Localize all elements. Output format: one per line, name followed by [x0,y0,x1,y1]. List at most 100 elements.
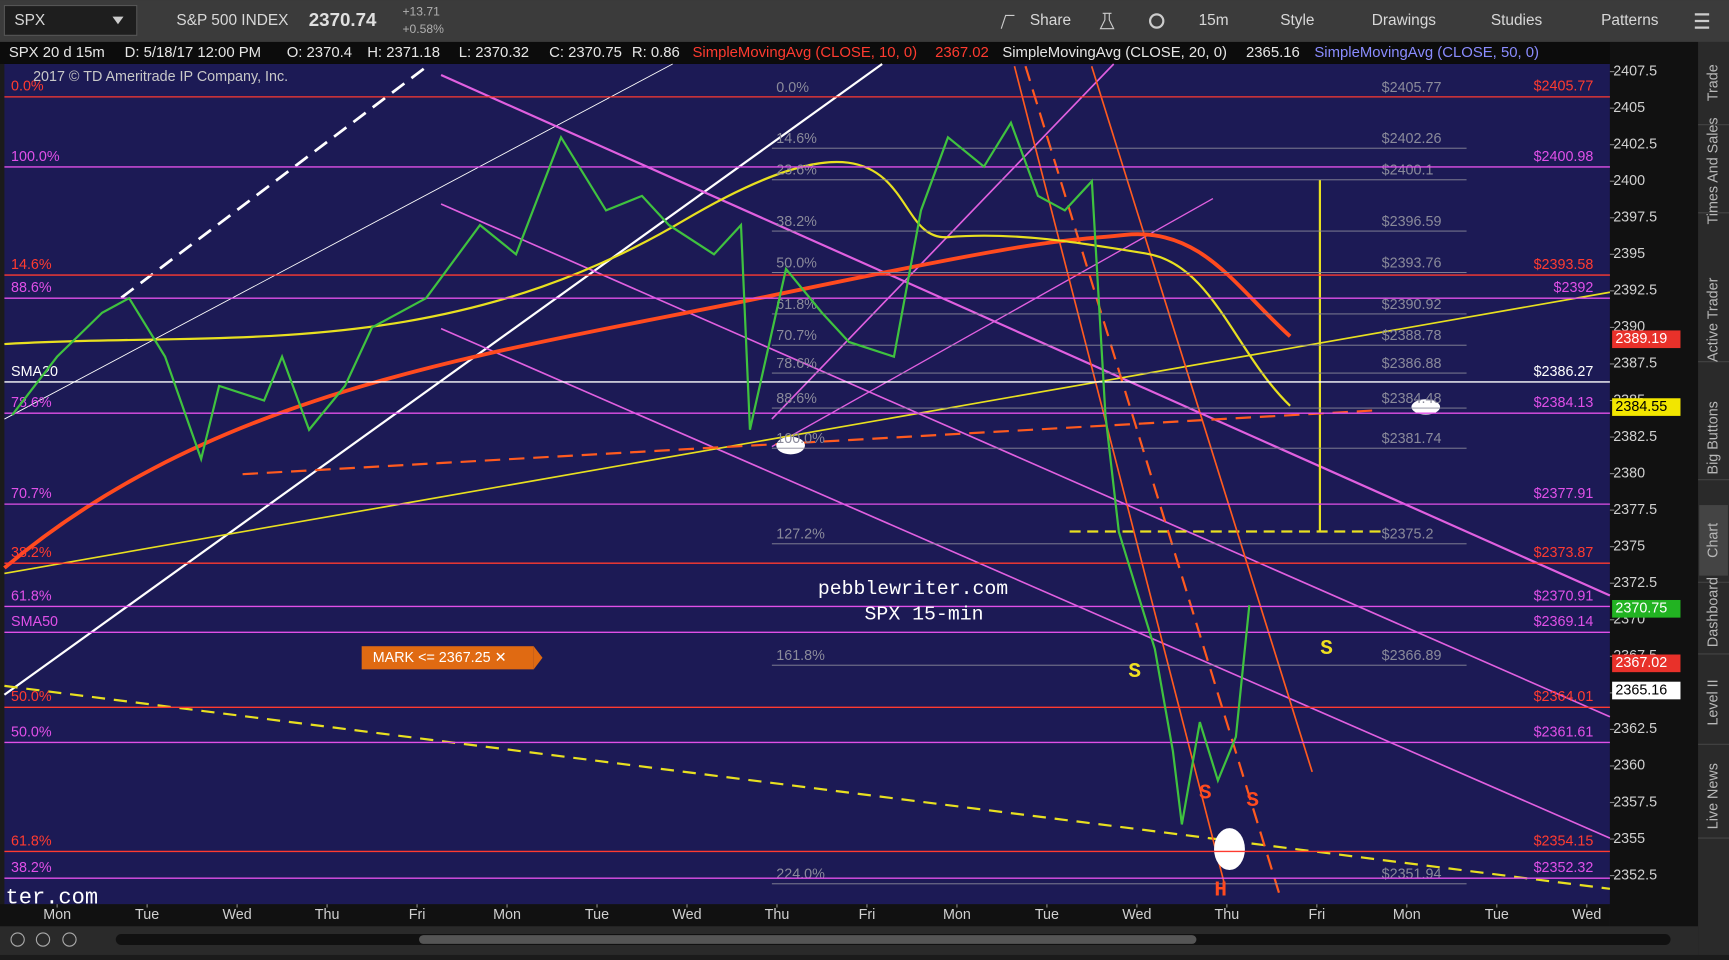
side-tab[interactable]: Times And Sales [1705,117,1721,224]
instrument-name: S&P 500 INDEX [176,12,288,29]
price-axis [1609,41,1699,927]
y-tick-label: 2380 [1613,465,1645,481]
price-alert-tip [533,646,543,670]
gear-icon[interactable] [1148,13,1165,29]
x-tick-label: Mon [943,907,971,923]
info-bar [0,41,1610,64]
watermark: SPX 15-min [865,602,984,625]
fib-pct: 127.2% [776,527,825,543]
range: R: 0.86 [632,45,680,61]
side-tab[interactable]: Chart [1705,523,1721,558]
yellow-trend [4,291,1611,575]
level-label: 88.6% [11,280,52,296]
x-tick-label: Tue [585,907,609,923]
share-button[interactable]: Share [1030,12,1071,29]
fib-price: $2386.88 [1382,356,1442,372]
price-alert-label[interactable]: MARK <= 2367.25 ✕ [373,650,507,666]
price-alert[interactable] [361,646,534,670]
share-icon[interactable] [1000,14,1015,29]
marker-oval [1214,828,1245,871]
price-box-label: 2370.75 [1615,601,1667,617]
patterns-button[interactable]: Patterns [1601,12,1659,29]
scroll-thumb[interactable] [419,935,1197,944]
fib-price: $2388.78 [1382,328,1442,344]
pct-change: +0.58% [402,22,444,36]
level-price: $2392 [1554,280,1594,296]
price-box-label: 2389.19 [1615,331,1667,347]
marker-oval [776,436,805,455]
menu-icon[interactable] [1694,13,1710,29]
level-label: 14.6% [11,257,52,273]
zoom-out-button[interactable] [62,932,77,947]
level-price: $2352.32 [1534,860,1594,876]
x-tick-label: Thu [1215,907,1240,923]
y-tick-label: 2387.5 [1613,356,1657,372]
fib-price: $2405.77 [1382,80,1442,96]
time-axis [0,904,1610,927]
flask-icon[interactable] [1099,12,1115,30]
side-tab[interactable]: Active Trader [1705,277,1721,362]
level-price: $2369.14 [1534,614,1594,630]
fib-price: $2402.26 [1382,131,1442,147]
price-plot: 2352.523552357.523602362.523652367.52370… [4,63,1681,923]
fib-price: $2351.94 [1382,867,1442,883]
level-label: 100.0% [11,149,60,165]
fib-price: $2396.59 [1382,214,1442,230]
level-price: $2373.87 [1534,545,1594,561]
x-tick-label: Fri [409,907,426,923]
fib-price: $2393.76 [1382,255,1442,271]
level-price: $2377.91 [1534,486,1594,502]
price-box [1612,654,1681,673]
side-tab[interactable]: Big Buttons [1705,401,1721,474]
level-label: 50.0% [11,724,52,740]
x-tick-label: Tue [135,907,159,923]
y-tick-label: 2405 [1613,100,1645,116]
pattern-label: S [1199,782,1212,805]
style-button[interactable]: Style [1280,12,1314,29]
zoom-in-button[interactable] [35,932,51,947]
fib-price: $2366.89 [1382,648,1442,664]
y-tick-label: 2397.5 [1613,210,1657,226]
fib-pct: 23.6% [776,163,817,179]
price-line [11,120,1251,825]
level-label: SMA20 [11,364,58,380]
zoom-button[interactable] [10,932,25,947]
x-tick-label: Wed [672,907,701,923]
watermark: pebblewriter.com [818,577,1008,600]
fib-pct: 88.6% [776,391,817,407]
fib-pct: 100.0% [776,431,825,447]
y-tick-label: 2395 [1613,246,1645,262]
low: L: 2370.32 [459,45,529,61]
side-tab[interactable]: Trade [1705,64,1721,101]
sma50-curve [3,232,1292,570]
trend-line [4,63,673,420]
trend-line [120,62,431,299]
symbol-box[interactable] [3,5,138,36]
last-price: 2370.74 [309,9,377,30]
side-tab[interactable]: Dashboard [1705,577,1721,647]
x-tick-label: Fri [1308,907,1325,923]
studies-button[interactable]: Studies [1491,12,1543,29]
sma10-label: SimpleMovingAvg (CLOSE, 10, 0) [692,45,917,61]
side-tab[interactable]: Level II [1705,679,1721,725]
side-tab[interactable]: Live News [1705,763,1721,829]
dropdown-arrow[interactable] [112,16,124,25]
fib-pct: 70.7% [776,328,817,344]
symbol[interactable]: SPX [14,12,45,29]
copyright: 2017 © TD Ameritrade IP Company, Inc. [33,69,288,85]
level-price: $2384.13 [1534,395,1594,411]
sma20-label: SimpleMovingAvg (CLOSE, 20, 0) [1002,45,1227,61]
timeframe-button[interactable]: 15m [1199,12,1229,29]
level-label: 0.0% [11,79,44,95]
level-label: 61.8% [11,833,52,849]
sma10-value: 2367.02 [935,45,989,61]
drawings-button[interactable]: Drawings [1372,12,1437,29]
active-tab [1699,505,1728,576]
fib-pct: 224.0% [776,867,825,883]
x-tick-label: Tue [1035,907,1059,923]
level-label: SMA50 [11,614,58,630]
fib-pct: 61.8% [776,297,817,313]
y-tick-label: 2355 [1613,831,1645,847]
sidebar [1698,41,1729,955]
fib-price: $2384.48 [1382,391,1442,407]
